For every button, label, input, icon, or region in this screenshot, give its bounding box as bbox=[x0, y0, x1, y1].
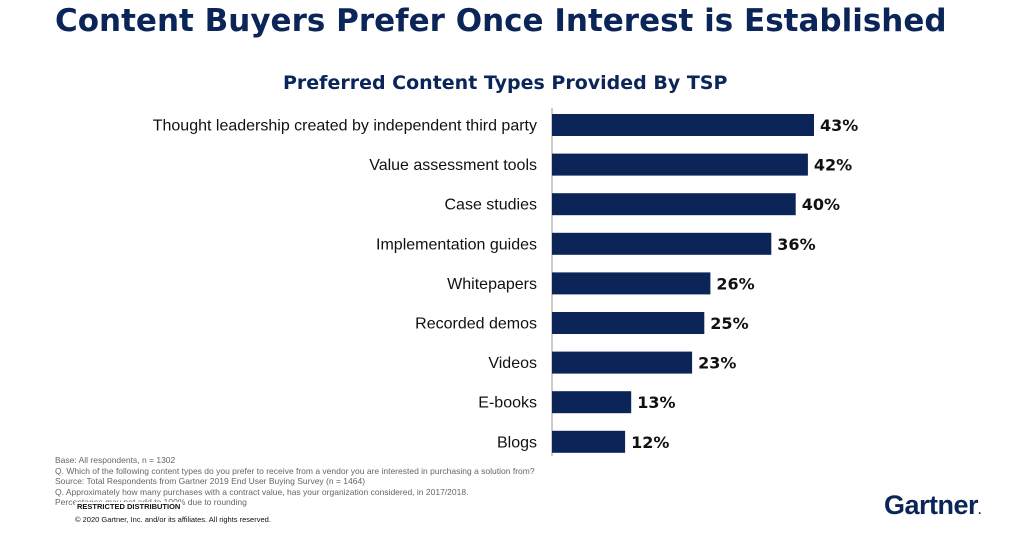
category-label: Implementation guides bbox=[376, 236, 537, 253]
category-label: Videos bbox=[488, 355, 537, 372]
category-label: Whitepapers bbox=[447, 276, 537, 293]
bar bbox=[552, 193, 796, 216]
category-label: E-books bbox=[478, 395, 537, 412]
value-label: 13% bbox=[637, 393, 675, 412]
restricted-distribution-label: RESTRICTED DISTRIBUTION bbox=[75, 502, 183, 511]
value-label: 25% bbox=[710, 314, 748, 333]
bar bbox=[552, 351, 693, 374]
category-label: Blogs bbox=[497, 434, 537, 451]
logo-text: Gartner bbox=[884, 490, 979, 520]
bar bbox=[552, 272, 711, 295]
note-line: Q. Approximately how many purchases with… bbox=[55, 486, 469, 497]
bar bbox=[552, 312, 705, 334]
value-label: 36% bbox=[777, 235, 815, 254]
value-label: 26% bbox=[716, 274, 754, 293]
value-label: 23% bbox=[698, 354, 736, 373]
category-label: Recorded demos bbox=[415, 316, 537, 333]
bar bbox=[552, 391, 632, 414]
logo-mark: . bbox=[978, 503, 981, 517]
note-line: Base: All respondents, n = 1302 bbox=[55, 455, 176, 465]
bar bbox=[552, 114, 814, 136]
gartner-logo: Gartner. bbox=[884, 490, 981, 521]
note-line: Q. Which of the following content types … bbox=[55, 465, 535, 476]
category-label: Value assessment tools bbox=[369, 157, 537, 174]
bar bbox=[552, 232, 772, 255]
slide-title: Content Buyers Prefer Once Interest is E… bbox=[55, 3, 947, 39]
bar bbox=[552, 153, 808, 176]
value-label: 43% bbox=[820, 116, 858, 135]
note-line: Source: Total Respondents from Gartner 2… bbox=[55, 476, 366, 486]
value-label: 40% bbox=[802, 195, 840, 214]
category-label: Case studies bbox=[445, 197, 538, 214]
category-label: Thought leadership created by independen… bbox=[153, 118, 537, 135]
footnotes: Base: All respondents, n = 1302 Q. Which… bbox=[55, 455, 535, 508]
value-label: 12% bbox=[631, 433, 669, 452]
value-label: 42% bbox=[814, 156, 852, 175]
copyright-text: © 2020 Gartner, Inc. and/or its affiliat… bbox=[75, 515, 271, 524]
chart-title: Preferred Content Types Provided By TSP bbox=[283, 72, 728, 94]
bar bbox=[552, 430, 626, 453]
